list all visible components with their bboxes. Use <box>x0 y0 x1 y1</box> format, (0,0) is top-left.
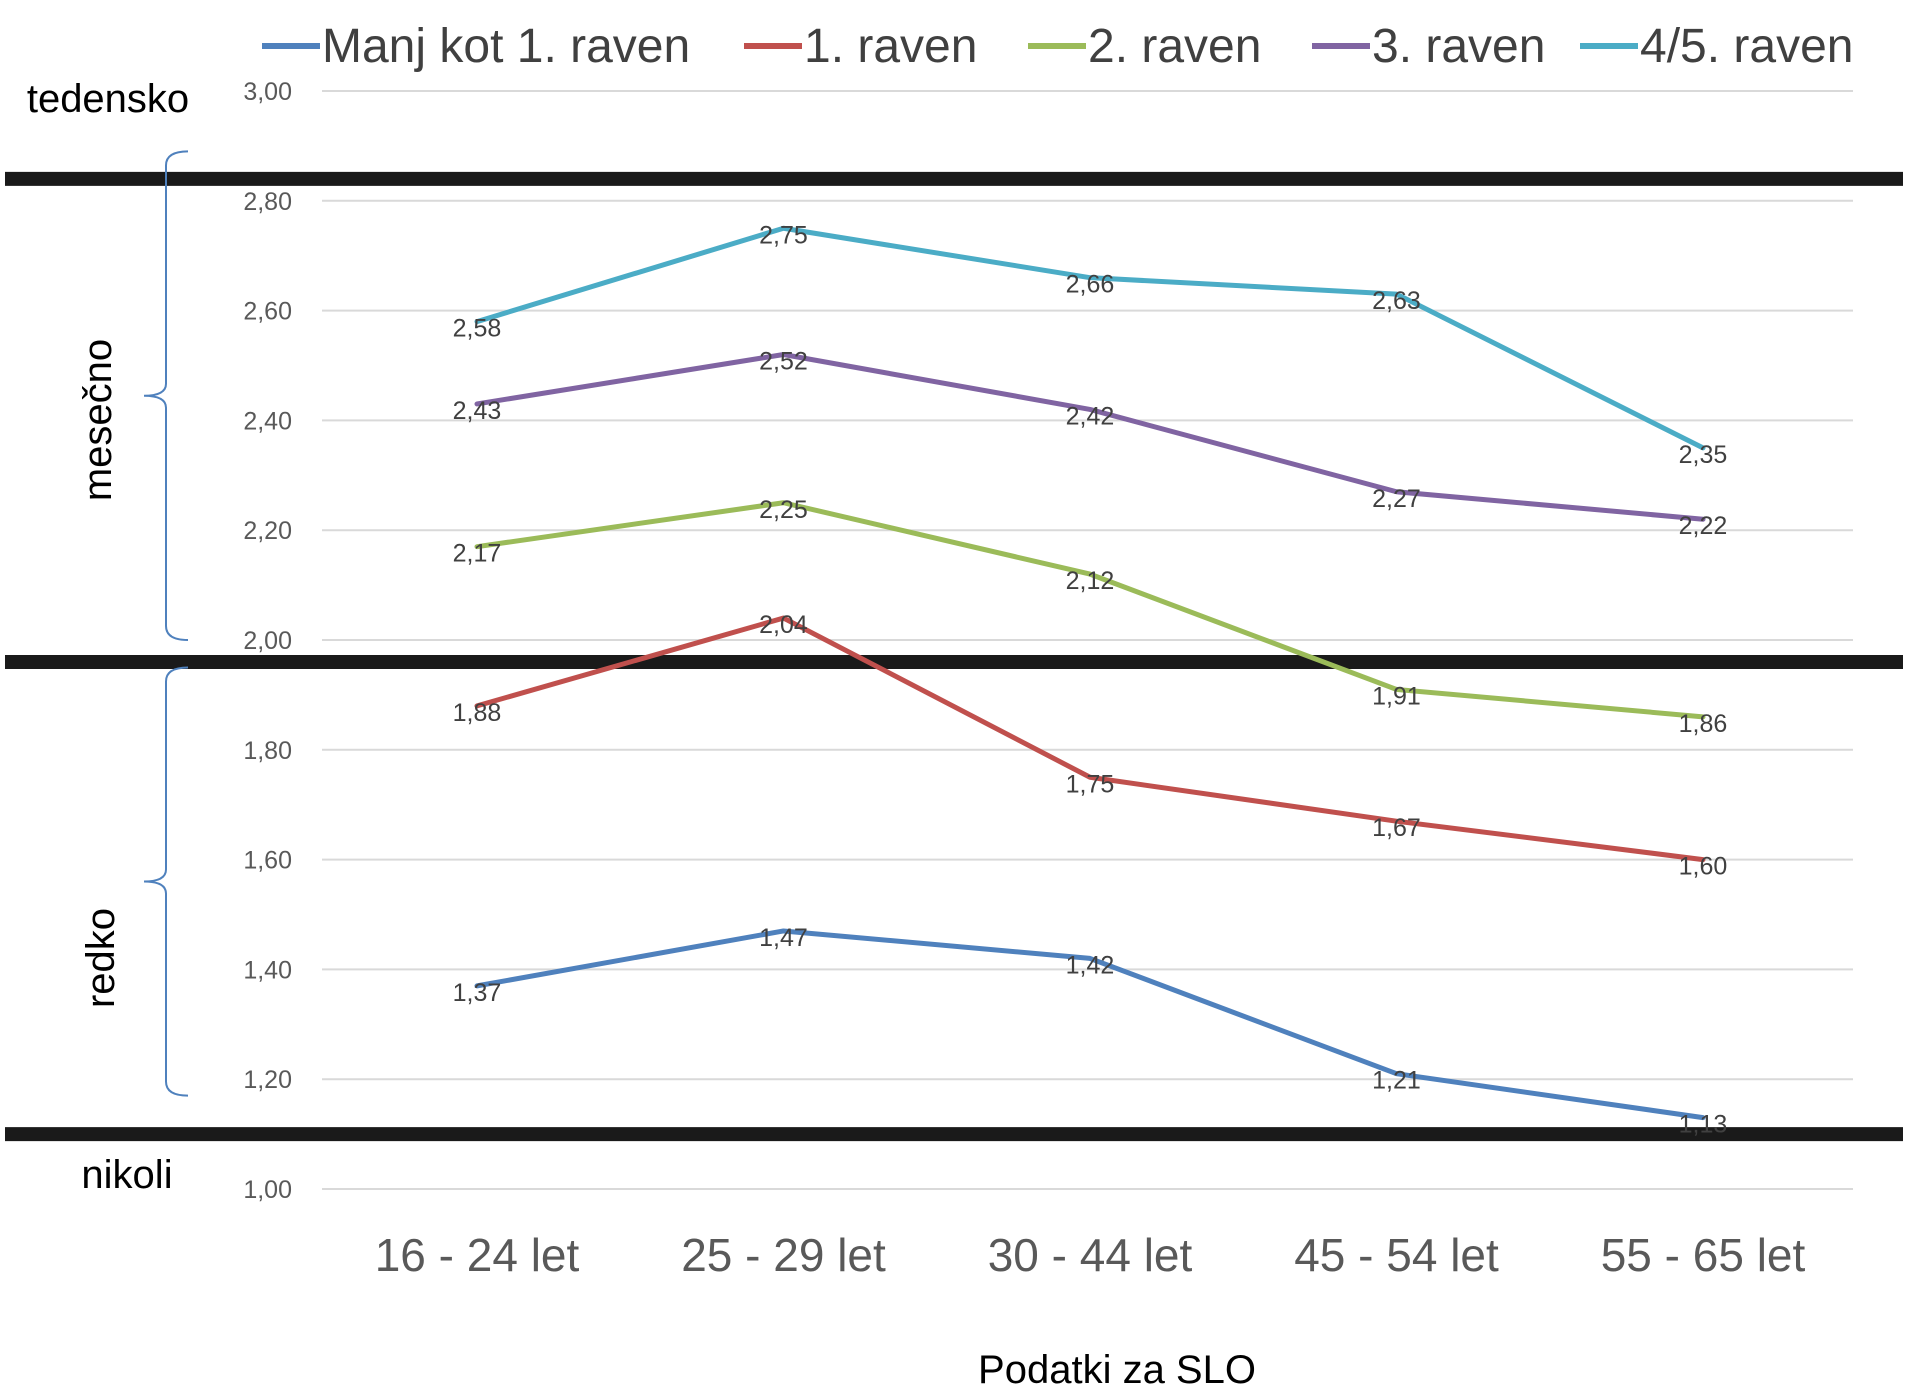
x-axis-title: Podatki za SLO <box>978 1348 1256 1390</box>
data-label: 1,75 <box>1066 770 1115 798</box>
data-label: 2,04 <box>759 611 808 639</box>
data-label: 1,88 <box>453 699 502 727</box>
grid-lines <box>322 90 1853 1190</box>
legend-label: 1. raven <box>804 20 977 73</box>
series-line <box>474 500 1706 720</box>
data-label: 1,91 <box>1372 682 1421 710</box>
y-tick-label: 2,00 <box>243 627 292 655</box>
series-line <box>474 225 1706 451</box>
data-label: 1,37 <box>453 979 502 1007</box>
data-label: 2,35 <box>1679 441 1728 469</box>
y-tick-label: 2,60 <box>243 298 292 326</box>
series-lines <box>474 225 1706 1121</box>
y-tick-label: 1,00 <box>243 1176 292 1204</box>
y-tick-label: 1,40 <box>243 956 292 984</box>
data-label: 2,22 <box>1679 512 1728 540</box>
y-axis-ticks: 1,00 1,20 1,40 1,60 1,80 2,00 2,20 2,40 2,60 2,80… <box>243 78 292 1204</box>
y-tick-label: 2,20 <box>243 517 292 545</box>
data-label: 1,42 <box>1066 951 1115 979</box>
data-label: 2,42 <box>1066 402 1115 430</box>
y-tick-label: 3,00 <box>243 78 292 106</box>
data-label: 2,63 <box>1372 287 1421 315</box>
data-label: 1,13 <box>1679 1111 1728 1139</box>
legend-label: 4/5. raven <box>1640 20 1853 73</box>
data-label: 1,67 <box>1372 814 1421 842</box>
brackets <box>143 150 189 1097</box>
series-line <box>474 352 1706 522</box>
curly-bracket <box>143 150 189 641</box>
data-label: 1,86 <box>1679 710 1728 738</box>
x-axis-ticks: 16 - 24 let 25 - 29 let 30 - 44 let 45 - 54… <box>375 1229 1806 1281</box>
x-tick-label: 45 - 54 let <box>1294 1229 1499 1281</box>
threshold-lines <box>5 171 1903 1142</box>
y-tick-label: 1,60 <box>243 847 292 875</box>
series-line <box>474 928 1706 1121</box>
x-tick-label: 16 - 24 let <box>375 1229 580 1281</box>
band-label-tedensko: tedensko <box>27 77 189 121</box>
band-label-nikoli: nikoli <box>81 1153 172 1197</box>
data-label: 2,25 <box>759 496 808 524</box>
data-label: 1,21 <box>1372 1067 1421 1095</box>
legend-label: 3. raven <box>1372 20 1545 73</box>
x-tick-label: 55 - 65 let <box>1601 1229 1806 1281</box>
data-label: 2,66 <box>1066 271 1115 299</box>
band-label-redko: redko <box>79 908 123 1008</box>
legend-label: 2. raven <box>1088 20 1261 73</box>
data-label: 1,60 <box>1679 853 1728 881</box>
data-label: 1,47 <box>759 924 808 952</box>
y-tick-label: 1,20 <box>243 1066 292 1094</box>
legend: Manj kot 1. raven 1. raven 2. raven 3. rave… <box>262 20 1853 73</box>
data-labels: 1,37 1,47 1,42 1,21 1,13 1,88 2,04 1,75 1,67 1,60… <box>453 221 1728 1138</box>
y-tick-label: 2,80 <box>243 188 292 216</box>
data-label: 2,43 <box>453 397 502 425</box>
y-tick-label: 1,80 <box>243 737 292 765</box>
data-label: 2,58 <box>453 315 502 343</box>
x-tick-label: 30 - 44 let <box>988 1229 1193 1281</box>
legend-label: Manj kot 1. raven <box>322 20 690 73</box>
band-label-mesecno: mesečno <box>76 339 120 501</box>
curly-bracket <box>143 666 189 1097</box>
y-tick-label: 2,40 <box>243 407 292 435</box>
data-label: 2,75 <box>759 221 808 249</box>
data-label: 2,12 <box>1066 567 1115 595</box>
data-label: 2,17 <box>453 540 502 568</box>
x-tick-label: 25 - 29 let <box>681 1229 886 1281</box>
data-label: 2,52 <box>759 348 808 376</box>
series-line <box>474 615 1706 863</box>
data-label: 2,27 <box>1372 485 1421 513</box>
